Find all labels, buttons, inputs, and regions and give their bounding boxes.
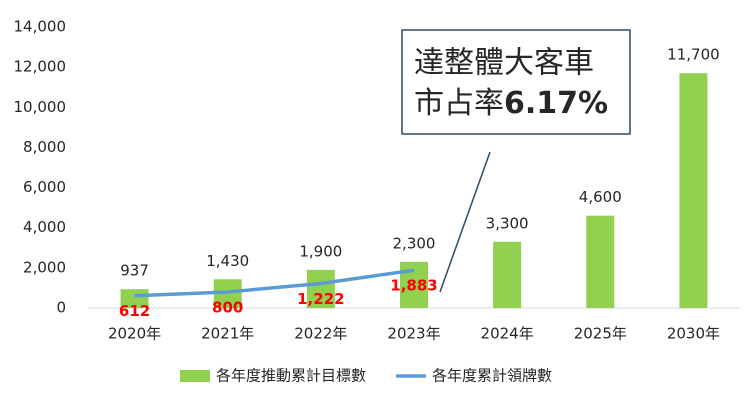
x-tick-label: 2023年	[387, 325, 440, 343]
annotation-box	[401, 29, 631, 135]
line	[134, 268, 415, 298]
annotation-line: 達整體大客車	[414, 46, 594, 81]
bar-value-label: 11,700	[667, 46, 720, 64]
bar-value-label: 1,900	[299, 242, 342, 260]
legend-label: 各年度推動累計目標數	[216, 367, 366, 385]
x-tick-label: 2022年	[294, 325, 347, 343]
annotation-text: 市占率	[414, 86, 504, 121]
bar-value-label: 3,300	[486, 214, 529, 232]
y-tick-label: 12,000	[14, 58, 67, 76]
legend-label: 各年度累計領牌數	[432, 367, 552, 385]
bar	[679, 73, 708, 309]
line-value-label: 800	[212, 298, 243, 316]
y-tick-label: 14,000	[14, 18, 67, 36]
x-tick-label: 2025年	[574, 325, 627, 343]
x-tick-label: 2020年	[108, 325, 161, 343]
x-tick-label: 2030年	[667, 325, 720, 343]
y-tick-label: 8,000	[23, 138, 66, 156]
annotation-pointer	[439, 151, 491, 293]
bar-value-label: 2,300	[393, 234, 436, 252]
bar	[586, 215, 615, 308]
bar	[493, 241, 522, 308]
line-value-label: 612	[119, 302, 150, 320]
bar-value-label: 4,600	[579, 188, 622, 206]
y-tick-label: 6,000	[23, 178, 66, 196]
y-tick-label: 4,000	[23, 218, 66, 236]
x-tick-label: 2024年	[481, 325, 534, 343]
bar	[306, 269, 335, 308]
line-value-label: 1,222	[297, 290, 344, 308]
x-tick-label: 2021年	[201, 325, 254, 343]
y-tick-label: 0	[56, 299, 66, 317]
y-tick-label: 2,000	[23, 258, 66, 276]
y-tick-label: 10,000	[14, 98, 67, 116]
bar-value-label: 937	[120, 262, 149, 280]
legend-swatch	[180, 370, 210, 382]
annotation-highlight: 6.17%	[504, 86, 608, 121]
bar-value-label: 1,430	[206, 252, 249, 270]
annotation-line: 市占率6.17%	[414, 86, 608, 121]
line-value-label: 1,883	[390, 277, 437, 295]
bar	[400, 261, 428, 308]
